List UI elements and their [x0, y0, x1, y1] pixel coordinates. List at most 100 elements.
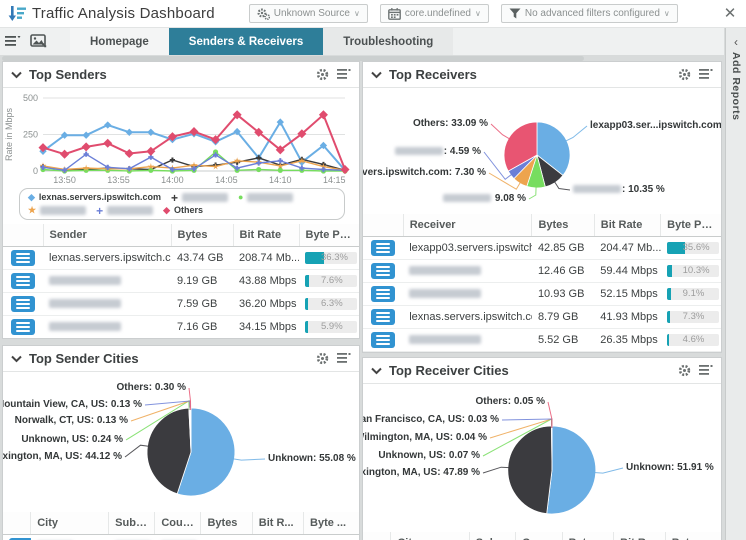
row-menu-button[interactable] [11, 295, 35, 312]
row-menu-button[interactable] [9, 537, 31, 540]
panel-settings-icon[interactable] [316, 68, 329, 81]
city-cell [252, 534, 304, 540]
redacted-text [409, 335, 482, 345]
table-row[interactable]: lexnas.servers.ipswitch.com43.74 GB208.7… [3, 246, 359, 270]
column-header[interactable]: Bytes [531, 214, 595, 237]
column-header[interactable]: Receiver [403, 214, 533, 237]
column-header[interactable]: Bit R... [252, 512, 305, 535]
legend-item[interactable]: + [96, 204, 154, 217]
city-cell [200, 534, 253, 540]
panel-menu-icon[interactable] [699, 364, 713, 377]
collapse-chevron-icon[interactable] [371, 71, 382, 79]
column-header[interactable] [3, 512, 32, 535]
tab-homepage[interactable]: Homepage [70, 28, 169, 55]
bit-rate-cell: 43.88 Mbps [233, 269, 299, 293]
row-menu-button[interactable] [371, 239, 396, 256]
legend-item[interactable]: ◆ lexnas.servers.ipswitch.com [28, 191, 161, 204]
horizontal-scrollbar[interactable] [2, 56, 584, 61]
bit-rate-cell: 52.15 Mbps [594, 282, 661, 306]
column-header[interactable]: Coun... [515, 532, 563, 540]
panel-settings-icon[interactable] [316, 352, 329, 365]
column-header[interactable]: Bytes [200, 512, 253, 535]
column-header[interactable]: Bytes [562, 532, 615, 540]
add-reports-button[interactable]: Add Reports [730, 52, 742, 121]
table-row[interactable]: lexapp03.servers.ipswitch....42.85 GB204… [363, 236, 721, 260]
sender-cities-table: City Subdi... Coun... Bytes Bit R... Byte ... [3, 512, 359, 540]
column-header[interactable]: Byte Per... [660, 214, 721, 237]
row-menu-button[interactable] [371, 331, 396, 348]
pie-label: Others: 0.30 % [116, 382, 186, 393]
panel-menu-icon[interactable] [699, 68, 713, 81]
chevron-left-icon[interactable]: ‹ [734, 35, 738, 49]
filter-dropdown[interactable]: No advanced filters configured ∨ [500, 4, 678, 23]
column-header[interactable]: Subdi... [108, 512, 156, 535]
legend-item[interactable]: ◆ Others [163, 204, 203, 217]
row-menu-button[interactable] [371, 308, 396, 325]
column-header[interactable] [363, 214, 404, 237]
panel-title: Top Receiver Cities [389, 363, 509, 378]
receiver-cities-pie-chart: Unknown: 51.91 % Lexington, MA, US: 47.89… [363, 384, 721, 532]
pie-label: 9.08 % [443, 193, 526, 205]
date-range-dropdown[interactable]: core.undefined ∨ [379, 4, 489, 23]
table-row[interactable]: lexnas.servers.ipswitch.com8.79 GB41.93 … [363, 305, 721, 329]
row-menu-button[interactable] [11, 249, 35, 266]
table-row[interactable] [3, 534, 359, 540]
pie-label: Wilmington, MA, US: 0.04 % [363, 432, 487, 443]
column-header[interactable]: Coun... [154, 512, 202, 535]
table-row[interactable]: 9.19 GB 43.88 Mbps 7.6% [3, 269, 359, 293]
column-header[interactable]: City [30, 512, 110, 535]
column-header[interactable]: Byte ... [665, 532, 721, 540]
legend-item[interactable]: + [171, 191, 228, 204]
add-image-icon[interactable] [26, 28, 52, 55]
collapse-chevron-icon[interactable] [371, 367, 382, 375]
legend-item[interactable]: ★ [28, 204, 87, 217]
table-row[interactable]: 10.93 GB 52.15 Mbps 9.1% [363, 282, 721, 306]
diamond-marker-icon: ◆ [28, 192, 35, 202]
panel-settings-icon[interactable] [678, 364, 691, 377]
column-header[interactable]: Bit R... [613, 532, 666, 540]
tab-senders-receivers[interactable]: Senders & Receivers [168, 28, 324, 55]
tab-troubleshooting[interactable]: Troubleshooting [323, 28, 454, 55]
row-menu-button[interactable] [371, 262, 396, 279]
panel-menu-icon[interactable] [337, 68, 351, 81]
row-menu-button[interactable] [371, 285, 396, 302]
column-header[interactable]: Bit Rate [594, 214, 662, 237]
collapse-chevron-icon[interactable] [11, 355, 22, 363]
legend-label: lexnas.servers.ipswitch.com [38, 192, 161, 202]
table-row[interactable]: 12.46 GB 59.44 Mbps 10.3% [363, 259, 721, 283]
page-title: Traffic Analysis Dashboard [32, 5, 215, 22]
collapse-chevron-icon[interactable] [11, 71, 22, 79]
source-dropdown[interactable]: Unknown Source ∨ [248, 4, 368, 23]
column-header[interactable]: Sender [43, 224, 172, 247]
row-menu-button[interactable] [11, 272, 35, 289]
byte-percent-bar: 36.3% [305, 251, 357, 264]
pie-slice[interactable] [546, 425, 597, 515]
panel-settings-icon[interactable] [678, 68, 691, 81]
pie-chart-svg [482, 401, 624, 515]
column-header[interactable]: City [390, 532, 470, 540]
row-menu-button[interactable] [11, 318, 35, 335]
panel-menu-icon[interactable] [337, 352, 351, 365]
name-cell: lexapp03.servers.ipswitch.... [403, 236, 532, 260]
column-header[interactable]: Bit Rate [233, 224, 300, 247]
menu-list-icon[interactable] [0, 28, 26, 55]
column-header[interactable]: Bytes [171, 224, 234, 247]
legend-item[interactable]: ● [238, 191, 294, 204]
top-receiver-cities-panel: Top Receiver Cities Unknown: 51.91 % Lexi… [363, 358, 721, 540]
pie-chart-svg [483, 121, 588, 200]
redacted-text [40, 206, 87, 215]
gears-icon [257, 7, 270, 20]
close-icon[interactable]: ✕ [723, 5, 737, 22]
column-header[interactable] [3, 224, 44, 247]
table-row[interactable]: 7.59 GB 36.20 Mbps 6.3% [3, 292, 359, 316]
column-header[interactable]: Byte ... [303, 512, 359, 535]
table-row[interactable]: 5.52 GB 26.35 Mbps 4.6% [363, 328, 721, 352]
column-header[interactable] [363, 532, 392, 540]
tab-list: Homepage Senders & Receivers Troubleshoo… [70, 28, 454, 55]
redacted-text [409, 289, 482, 299]
table-row[interactable]: 7.16 GB 34.15 Mbps 5.9% [3, 315, 359, 338]
column-header[interactable]: Subdi... [469, 532, 517, 540]
column-header[interactable]: Byte Per... [299, 224, 359, 247]
star-marker-icon: ★ [28, 205, 37, 215]
